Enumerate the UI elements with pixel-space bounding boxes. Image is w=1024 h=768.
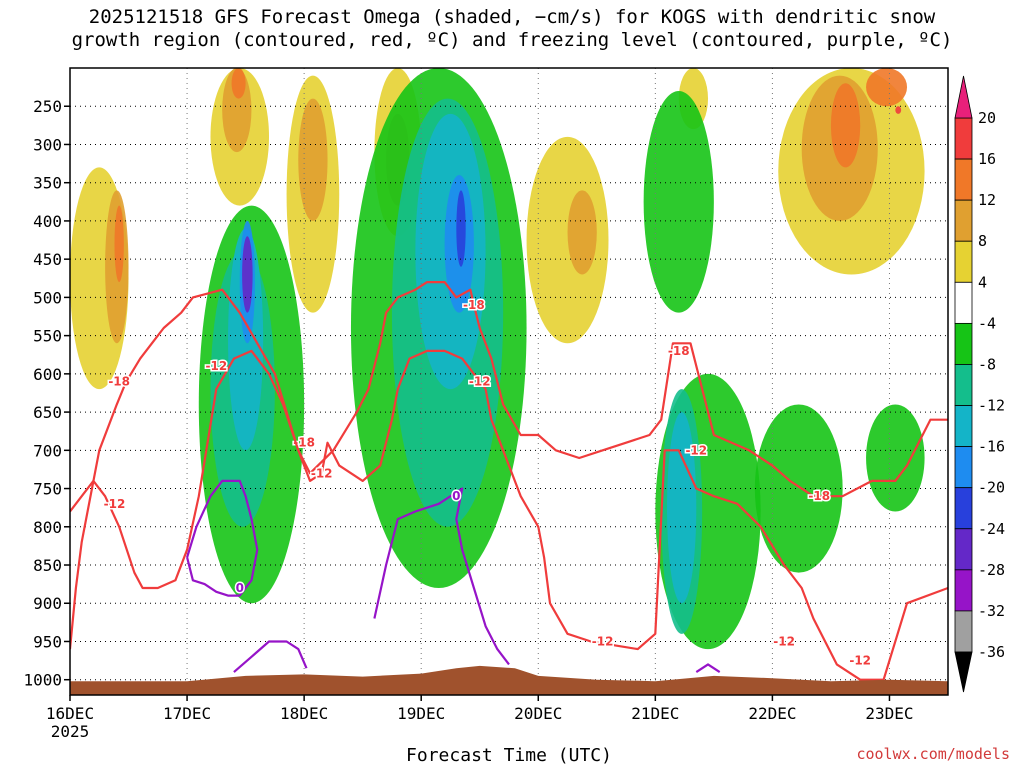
contour-line-0b (373, 487, 510, 666)
colorbar-label--24: -24 (978, 520, 1005, 538)
shading-region-34 (866, 404, 925, 512)
colorbar-label-12: 12 (978, 191, 996, 209)
colorbar-arrow-top (954, 75, 973, 119)
terrain-fill (70, 665, 948, 695)
x-tick-label-21DEC: 21DEC (631, 704, 679, 723)
colorbar-box-16_20 (954, 117, 973, 160)
shading-region-16 (830, 83, 861, 168)
y-tick-label-800: 800 (33, 518, 62, 537)
x-tick-label-16DEC: 16DEC (46, 704, 94, 723)
shading-region-12 (567, 190, 597, 275)
contour-label--12-0: -12 (104, 497, 126, 511)
y-tick-label-350: 350 (33, 174, 62, 193)
colorbar-label-4: 4 (978, 273, 987, 291)
contour-label--12-1: -12 (205, 359, 227, 373)
colorbar-label--28: -28 (978, 561, 1005, 579)
colorbar-box-m4_4 (954, 281, 973, 324)
contour-label--12-3: -12 (469, 375, 491, 389)
contour-label--12-5: -12 (685, 443, 707, 457)
colorbar-box-12_16 (954, 158, 973, 201)
shading-region-6 (231, 68, 246, 99)
y-tick-label-950: 950 (33, 632, 62, 651)
contour-label--18-2: -18 (463, 298, 485, 312)
y-tick-label-250: 250 (33, 97, 62, 116)
colorbar-label--12: -12 (978, 397, 1005, 415)
colorbar-box-m12_m8 (954, 364, 973, 406)
contour-label--18-0: -18 (108, 375, 130, 389)
y-tick-label-650: 650 (33, 403, 62, 422)
contour-line--18 (70, 281, 948, 650)
shading-region-28 (456, 190, 466, 267)
shading-region-8 (298, 98, 328, 221)
x-tick-label-19DEC: 19DEC (397, 704, 445, 723)
colorbar-label-16: 16 (978, 150, 996, 168)
colorbar-box-m20_m16 (954, 446, 973, 489)
shading-region-17 (866, 68, 908, 107)
y-tick-label-450: 450 (33, 250, 62, 269)
contour-label--12-4: -12 (592, 634, 614, 648)
contour-line-0c (233, 640, 308, 673)
shading-region-32 (667, 412, 697, 604)
contour-label--18-4: -18 (808, 489, 830, 503)
y-tick-label-550: 550 (33, 327, 62, 346)
contour-line--12 (70, 349, 948, 681)
y-tick-label-750: 750 (33, 480, 62, 499)
plot-frame (69, 67, 949, 696)
x-tick-label-23DEC: 23DEC (865, 704, 913, 723)
x-tick-label-18DEC: 18DEC (280, 704, 328, 723)
x-year-label: 2025 (51, 722, 90, 741)
contour-label-0b-0: 0 (452, 489, 460, 503)
colorbar-label--4: -4 (978, 314, 996, 332)
y-tick-label-300: 300 (33, 135, 62, 154)
colorbar-label--20: -20 (978, 479, 1005, 497)
colorbar-box-m28_m24 (954, 528, 973, 571)
plot-area: -18-18-18-18-18-12-12-12-12-12-12-12-120… (70, 68, 948, 695)
colorbar-label--8: -8 (978, 355, 996, 373)
colorbar-label--32: -32 (978, 602, 1005, 620)
colorbar-box-8_12 (954, 199, 973, 242)
axes: 250 300 350 400 450 500 550 600 650 700 750 800 850 9… (23, 67, 949, 741)
colorbar-label--36: -36 (978, 643, 1005, 661)
colorbar-label-8: 8 (978, 232, 987, 250)
colorbar-label-20: 20 (978, 109, 996, 127)
shading-region-29 (643, 90, 714, 313)
x-tick-label-20DEC: 20DEC (514, 704, 562, 723)
shading-region-11 (526, 136, 609, 344)
contour-label--18-3: -18 (668, 344, 690, 358)
colorbar-box-m8_m4 (954, 322, 973, 365)
colorbar-box-m24_m20 (954, 487, 973, 530)
contour-label--12-2: -12 (311, 466, 333, 480)
y-tick-label-700: 700 (33, 441, 62, 460)
y-tick-label-400: 400 (33, 212, 62, 231)
y-tick-label-600: 600 (33, 365, 62, 384)
colorbar-box-4_8 (954, 240, 973, 283)
colorbar-box-m32_m28 (954, 569, 973, 612)
colorbar-arrow-bottom (954, 651, 973, 693)
contour-label--12-7: -12 (849, 654, 871, 668)
contour-line-0d (695, 663, 721, 674)
x-tick-label-22DEC: 22DEC (748, 704, 796, 723)
shading-region-23 (242, 236, 253, 313)
colorbar-box-m36_m32 (954, 610, 973, 653)
x-tick-label-17DEC: 17DEC (163, 704, 211, 723)
y-tick-label-900: 900 (33, 594, 62, 613)
y-tick-label-1000: 1000 (23, 671, 62, 690)
colorbar-box-m16_m12 (954, 405, 973, 448)
shading-region-3 (114, 205, 124, 283)
chart-title: 2025121518 GFS Forecast Omega (shaded, −… (71, 6, 953, 51)
contour-line-0 (186, 479, 259, 597)
shading-group: -18-18-18-18-18-12-12-12-12-12-12-12-120… (70, 68, 948, 695)
contour-label-0-0: 0 (236, 581, 244, 595)
x-axis-label: Forecast Time (UTC) (406, 745, 612, 766)
shading-region-33 (754, 404, 843, 573)
contour-label--12-6: -12 (773, 634, 795, 648)
y-tick-label-850: 850 (33, 556, 62, 575)
y-tick-label-500: 500 (33, 288, 62, 307)
colorbar: 20 16 12 8 4 -4 -8 -12 -16 -20 -24 -28 -32 -36 (954, 75, 1005, 693)
colorbar-label--16: -16 (978, 438, 1005, 456)
credit-text: coolwx.com/models (856, 745, 1010, 763)
shading-region-18 (895, 106, 902, 114)
